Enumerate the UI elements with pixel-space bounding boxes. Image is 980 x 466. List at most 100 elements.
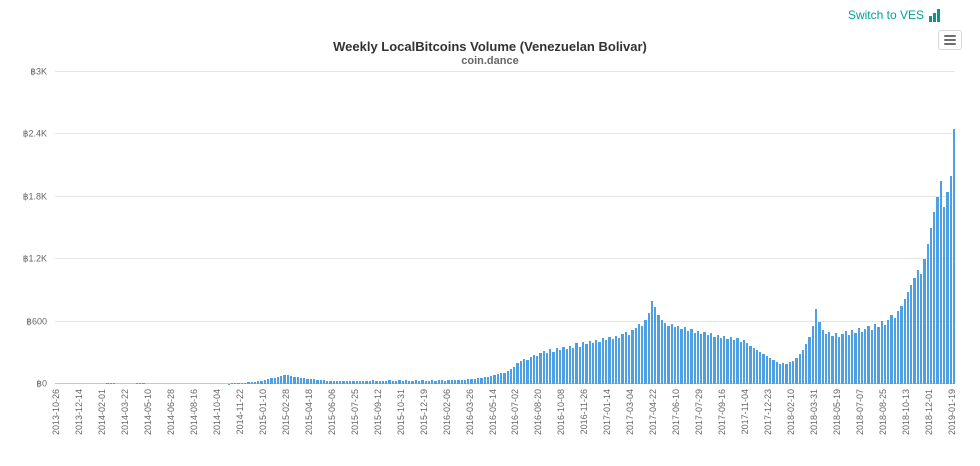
bar[interactable] (883, 324, 887, 384)
bar[interactable] (854, 333, 857, 384)
bar[interactable] (381, 380, 385, 384)
bar[interactable] (762, 353, 765, 384)
bar[interactable] (499, 372, 503, 384)
bar[interactable] (769, 358, 772, 384)
bar[interactable] (562, 346, 565, 384)
bar[interactable] (490, 375, 493, 384)
bar[interactable] (250, 382, 253, 384)
bar[interactable] (700, 334, 703, 384)
bar[interactable] (759, 351, 762, 384)
bar[interactable] (618, 338, 621, 384)
bar[interactable] (627, 335, 631, 384)
bar[interactable] (240, 382, 244, 384)
bar[interactable] (818, 321, 821, 384)
bar[interactable] (280, 376, 283, 384)
bar[interactable] (719, 338, 723, 384)
bar[interactable] (877, 326, 880, 384)
bar[interactable] (394, 381, 398, 384)
bar[interactable] (824, 334, 828, 384)
bar[interactable] (454, 379, 457, 384)
bar[interactable] (792, 360, 795, 384)
bar[interactable] (860, 332, 864, 384)
bar[interactable] (470, 379, 473, 384)
bar[interactable] (411, 380, 414, 384)
bar[interactable] (283, 375, 286, 384)
bar[interactable] (939, 181, 942, 384)
bar[interactable] (385, 380, 388, 384)
bar[interactable] (624, 332, 627, 384)
switch-to-ves-link[interactable]: Switch to VES (848, 8, 940, 22)
bar[interactable] (755, 349, 759, 384)
bar[interactable] (677, 325, 680, 384)
bar[interactable] (358, 380, 362, 384)
bar[interactable] (919, 273, 923, 384)
bar[interactable] (109, 382, 112, 384)
bar[interactable] (900, 306, 903, 384)
bar[interactable] (834, 333, 837, 384)
bar[interactable] (706, 335, 709, 384)
bar[interactable] (693, 333, 696, 384)
bar[interactable] (582, 342, 585, 384)
bar[interactable] (906, 292, 910, 384)
bar[interactable] (821, 329, 824, 384)
bar[interactable] (365, 380, 368, 384)
bar[interactable] (588, 341, 591, 384)
bar[interactable] (864, 328, 867, 384)
bar[interactable] (247, 382, 250, 384)
bar[interactable] (880, 320, 883, 384)
bar[interactable] (349, 380, 352, 384)
bar[interactable] (391, 380, 394, 384)
bar[interactable] (811, 325, 814, 384)
bar[interactable] (299, 377, 303, 384)
bar[interactable] (362, 381, 365, 384)
bar[interactable] (749, 345, 752, 384)
bar[interactable] (578, 346, 581, 384)
bar[interactable] (929, 228, 933, 384)
bar[interactable] (903, 298, 906, 384)
bar[interactable] (814, 309, 818, 384)
bar[interactable] (933, 212, 936, 384)
bar[interactable] (795, 358, 798, 384)
bar[interactable] (244, 382, 247, 384)
bar[interactable] (913, 277, 916, 384)
bar[interactable] (368, 381, 371, 384)
bar[interactable] (650, 300, 654, 384)
bar[interactable] (736, 338, 739, 384)
bar[interactable] (506, 371, 509, 384)
bar[interactable] (703, 332, 706, 384)
bar[interactable] (463, 379, 467, 384)
bar[interactable] (303, 378, 306, 384)
bar[interactable] (568, 345, 572, 384)
bar[interactable] (778, 363, 782, 384)
bar[interactable] (555, 347, 559, 384)
bar[interactable] (532, 354, 536, 384)
bar[interactable] (322, 380, 326, 384)
bar[interactable] (257, 381, 260, 384)
bar[interactable] (716, 335, 719, 384)
bar[interactable] (421, 380, 424, 384)
bar[interactable] (526, 360, 529, 384)
bar[interactable] (404, 380, 408, 384)
bar[interactable] (641, 325, 644, 384)
bar[interactable] (831, 336, 834, 384)
bar[interactable] (237, 383, 240, 384)
bar[interactable] (631, 329, 634, 384)
bar[interactable] (329, 380, 332, 384)
bar[interactable] (857, 327, 860, 384)
bar[interactable] (595, 340, 598, 384)
bar[interactable] (408, 380, 411, 384)
bar[interactable] (503, 373, 506, 384)
bar[interactable] (837, 337, 841, 384)
bar[interactable] (723, 336, 726, 384)
bar[interactable] (496, 373, 499, 384)
bar[interactable] (293, 376, 296, 384)
bar[interactable] (897, 311, 900, 384)
bar[interactable] (440, 380, 444, 384)
bar[interactable] (713, 337, 716, 384)
bar[interactable] (788, 362, 791, 384)
bar[interactable] (601, 338, 604, 384)
bar[interactable] (729, 337, 732, 384)
bar[interactable] (253, 381, 257, 384)
bar[interactable] (401, 380, 404, 384)
bar[interactable] (696, 330, 700, 384)
